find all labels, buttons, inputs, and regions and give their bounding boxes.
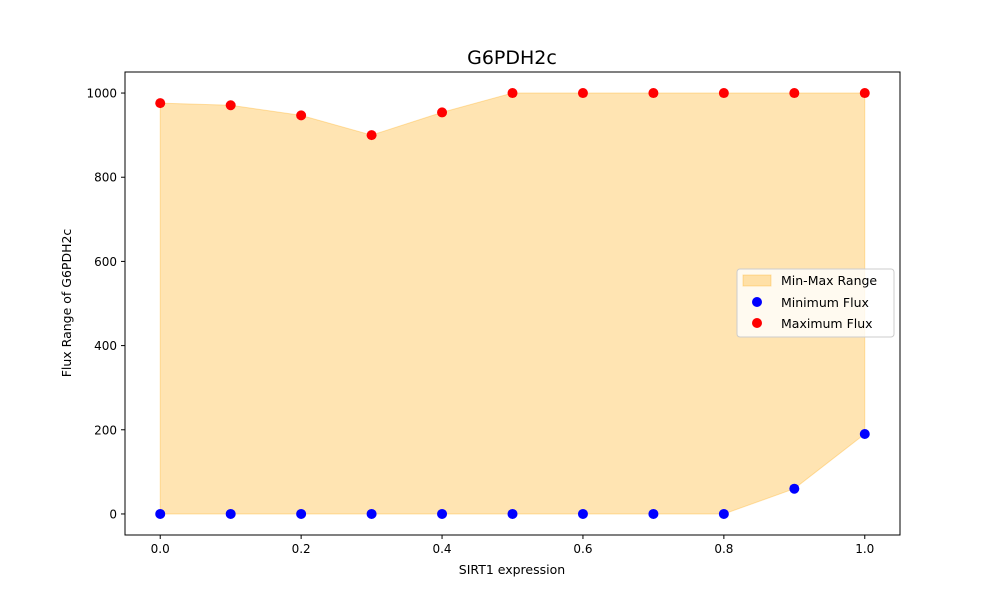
legend-label-max: Maximum Flux — [781, 316, 873, 331]
y-tick-label: 600 — [94, 255, 117, 269]
min-flux-point — [296, 508, 307, 519]
x-tick-label: 1.0 — [855, 542, 874, 556]
x-tick-label: 0.8 — [714, 542, 733, 556]
min-flux-point — [648, 508, 659, 519]
max-flux-point — [789, 88, 800, 99]
min-flux-point — [718, 508, 729, 519]
plot-area: 0.0 0.2 0.4 0.6 0.8 1.0 0 200 400 600 800 1000 — [86, 71, 901, 556]
max-flux-point — [648, 88, 659, 99]
x-tick-label: 0.0 — [151, 542, 170, 556]
y-tick-label: 800 — [94, 171, 117, 185]
chart-title: G6PDH2c — [467, 47, 557, 69]
max-flux-point — [366, 130, 377, 141]
legend-marker-min — [752, 297, 762, 307]
max-flux-point — [507, 88, 518, 99]
max-flux-point — [859, 88, 870, 99]
axes-frame — [124, 71, 901, 536]
min-flux-point — [859, 428, 870, 439]
min-flux-point — [577, 508, 588, 519]
y-tick-label: 1000 — [86, 87, 117, 101]
legend-label-range: Min-Max Range — [781, 273, 877, 288]
x-tick-label: 0.6 — [573, 542, 592, 556]
min-flux-point — [507, 508, 518, 519]
x-axis-label: SIRT1 expression — [459, 562, 565, 577]
x-tick-label: 0.4 — [432, 542, 451, 556]
min-flux-point — [225, 508, 236, 519]
max-flux-point — [225, 100, 236, 111]
legend-label-min: Minimum Flux — [781, 295, 869, 310]
y-tick-label: 200 — [94, 423, 117, 437]
max-flux-point — [577, 88, 588, 99]
max-flux-point — [155, 98, 166, 109]
max-flux-point — [296, 110, 307, 121]
y-tick-label: 400 — [94, 339, 117, 353]
min-flux-point — [366, 508, 377, 519]
legend: Min-Max Range Minimum Flux Maximum Flux — [736, 268, 895, 338]
max-flux-point — [437, 107, 448, 118]
legend-frame — [736, 268, 895, 338]
y-axis-label: Flux Range of G6PDH2c — [59, 229, 74, 378]
y-tick-label: 0 — [109, 507, 117, 521]
legend-marker-max — [752, 318, 762, 328]
min-flux-point — [789, 483, 800, 494]
min-flux-point — [155, 508, 166, 519]
max-flux-point — [718, 88, 729, 99]
legend-swatch-range — [742, 274, 772, 287]
x-tick-label: 0.2 — [292, 542, 311, 556]
min-flux-point — [437, 508, 448, 519]
